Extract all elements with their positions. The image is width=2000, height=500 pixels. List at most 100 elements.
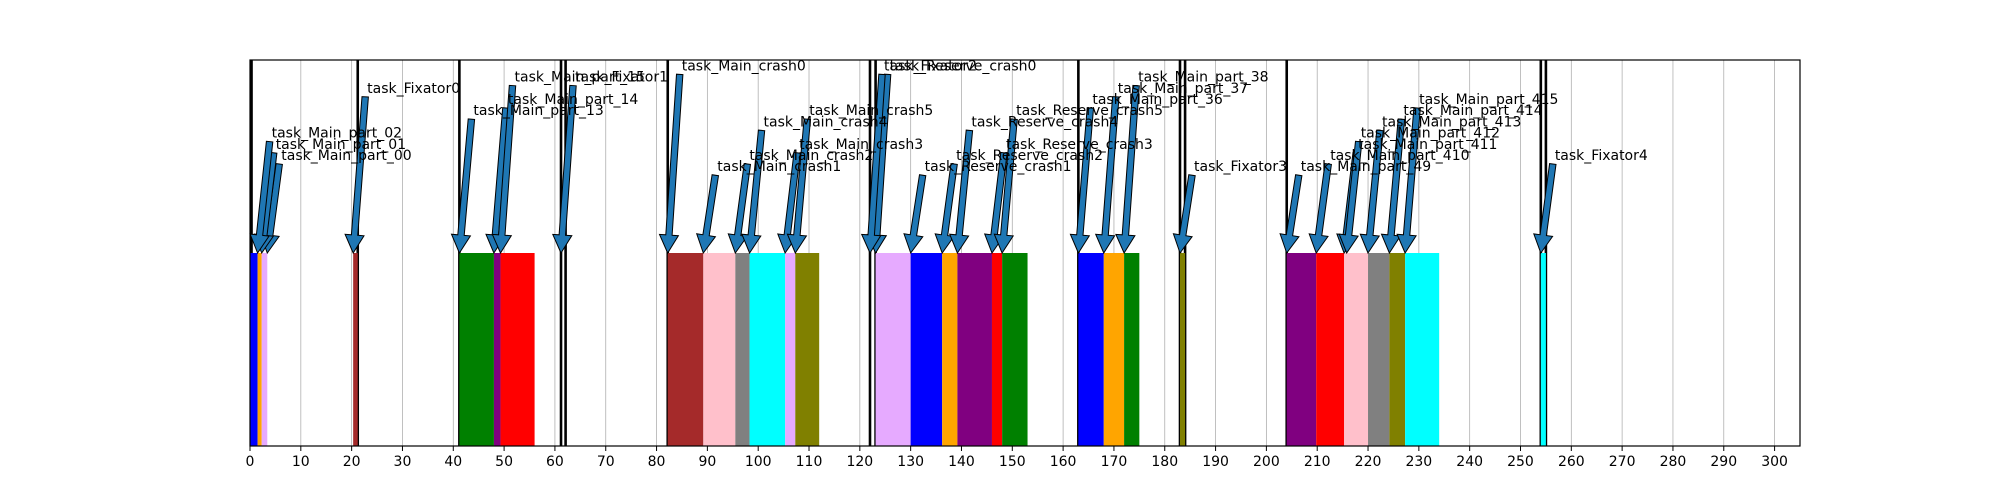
task-bar	[735, 253, 750, 446]
task-bar	[261, 253, 268, 446]
x-tick-label: 290	[1710, 454, 1737, 470]
x-tick-label: 170	[1101, 454, 1128, 470]
x-tick-label: 180	[1151, 454, 1178, 470]
annotation-arrow	[450, 118, 476, 255]
annotation-arrow	[658, 73, 684, 255]
task-bar	[749, 253, 786, 446]
x-tick-label: 140	[948, 454, 975, 470]
task-bar	[1286, 253, 1317, 446]
x-tick-label: 30	[394, 454, 412, 470]
x-tick-label: 260	[1558, 454, 1585, 470]
x-tick-label: 150	[999, 454, 1026, 470]
x-tick-label: 190	[1202, 454, 1229, 470]
annotation-label: task_Reserve_crash0	[890, 58, 1037, 74]
task-bar	[1180, 253, 1186, 446]
annotation-arrow	[786, 118, 812, 255]
annotation-label: task_Main_part_49	[1301, 159, 1431, 175]
annotation-label: task_Reserve_crash5	[1016, 103, 1163, 119]
x-tick-label: 300	[1761, 454, 1788, 470]
task-bar	[942, 253, 958, 446]
x-tick-label: 120	[846, 454, 873, 470]
task-bar	[1405, 253, 1440, 446]
annotation-arrow	[860, 73, 886, 255]
annotation-label: task_Main_part_415	[1419, 92, 1558, 108]
x-tick-label: 280	[1660, 454, 1687, 470]
task-bar	[875, 253, 911, 446]
annotation-label: task_Main_part_15	[515, 70, 645, 86]
annotation-arrow	[1115, 84, 1140, 255]
annotation-label: task_Main_part_36	[1092, 92, 1223, 108]
annotation-label: task_Main_part_00	[281, 148, 411, 164]
x-tick-label: 200	[1253, 454, 1280, 470]
annotation-arrow	[741, 129, 766, 255]
task-bar	[1103, 253, 1125, 446]
x-tick-label: 110	[796, 454, 823, 470]
bars	[250, 253, 1546, 446]
task-bar	[493, 253, 501, 446]
annotation-arrow	[695, 174, 720, 255]
x-tick-label: 90	[698, 454, 716, 470]
annotation-label: task_Main_part_14	[508, 92, 639, 108]
annotation-label: task_Main_part_38	[1138, 70, 1268, 86]
annotation-label: task_Main_crash0	[682, 58, 806, 74]
task-bar	[667, 253, 704, 446]
annotation-label: task_Main_crash1	[717, 159, 841, 175]
annotation-arrow	[1359, 129, 1384, 255]
x-tick-label: 40	[444, 454, 462, 470]
annotation-label: task_Reserve_crash2	[956, 148, 1103, 164]
task-bar	[1540, 253, 1546, 446]
task-bar	[785, 253, 796, 446]
x-tick-label: 20	[343, 454, 361, 470]
task-bar	[795, 253, 820, 446]
x-tick-label: 50	[495, 454, 513, 470]
x-tick-label: 80	[648, 454, 666, 470]
annotation-label: task_Main_crash5	[809, 103, 933, 119]
annotation-arrow	[1069, 107, 1095, 255]
task-bar	[1002, 253, 1028, 446]
annotation-label: task_Fixator2	[884, 58, 977, 74]
annotation-arrows	[249, 73, 1557, 255]
task-bar	[957, 253, 992, 446]
annotation-label: task_Main_part_413	[1382, 114, 1521, 130]
annotation-label: task_Reserve_crash4	[971, 114, 1118, 130]
annotation-arrow	[344, 96, 369, 255]
x-tick-label: 60	[546, 454, 564, 470]
x-tick-label: 100	[745, 454, 772, 470]
task-bar	[1316, 253, 1345, 446]
annotation-arrow	[1172, 174, 1196, 255]
annotation-label: task_Main_part_411	[1358, 137, 1497, 153]
task-bar	[991, 253, 1003, 446]
annotation-label: task_Reserve_crash1	[925, 159, 1072, 175]
annotation-label: task_Reserve_crash3	[1006, 137, 1153, 153]
x-tick-label: 270	[1609, 454, 1636, 470]
plot-frame	[249, 59, 1801, 447]
task-bar	[910, 253, 943, 446]
task-bar	[250, 253, 258, 446]
annotation-label: task_Fixator1	[575, 70, 668, 86]
annotation-label: task_Main_crash2	[749, 148, 873, 164]
annotation-arrow	[1308, 163, 1332, 255]
task-bar	[1389, 253, 1406, 446]
x-tick-label: 210	[1304, 454, 1331, 470]
annotation-arrow	[552, 84, 577, 255]
annotation-arrow	[993, 118, 1018, 255]
annotation-label: task_Main_part_410	[1330, 148, 1469, 164]
task-bar	[257, 253, 262, 446]
task-bar	[1368, 253, 1390, 446]
annotation-arrow	[948, 129, 974, 255]
task-bar	[353, 253, 358, 446]
task-bar	[703, 253, 736, 446]
annotation-label: task_Main_crash3	[799, 137, 923, 153]
annotation-arrow	[1279, 174, 1303, 255]
task-bar	[1344, 253, 1369, 446]
task-bar	[500, 253, 535, 446]
annotation-label: task_Main_part_37	[1118, 81, 1248, 97]
x-tick-label: 160	[1050, 454, 1077, 470]
annotation-label: task_Main_part_01	[276, 137, 406, 153]
task-bar	[459, 253, 494, 446]
annotation-arrow	[1338, 140, 1363, 255]
x-axis: 0 10 20 30 40 50 60 70 80 90 100 110 120 130 140 150 160…	[246, 446, 1788, 470]
x-tick-label: 0	[246, 454, 255, 470]
annotation-arrow	[1533, 163, 1557, 255]
